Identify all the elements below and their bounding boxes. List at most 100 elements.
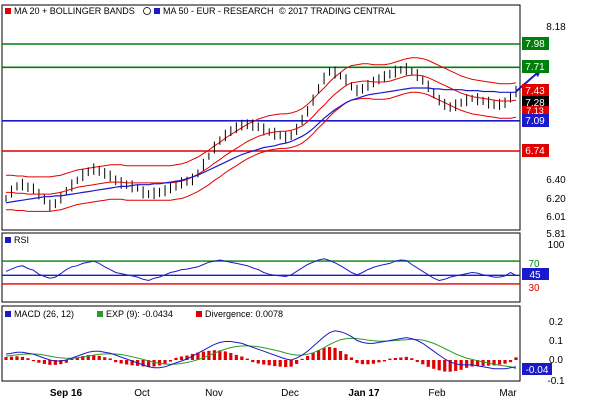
badge-7-13 [522, 106, 549, 115]
x-tick-label: Feb [428, 388, 446, 399]
divergence-bar [333, 347, 337, 360]
x-tick-label: Mar [499, 388, 517, 399]
divergence-bar [97, 355, 101, 360]
badge-7-71-label: 7.71 [525, 62, 545, 73]
divergence-bar [256, 360, 260, 364]
x-tick-label: Jan 17 [348, 388, 380, 399]
divergence-bar [344, 354, 348, 360]
divergence-bar [300, 358, 304, 360]
divergence-bar [92, 355, 96, 360]
ma20-legend-label: MA 20 + BOLLINGER BANDS [14, 6, 135, 16]
divergence-bar [53, 360, 57, 365]
macd-badge [522, 363, 552, 375]
x-tick-label: Oct [134, 388, 150, 399]
divergence-bar [229, 352, 233, 360]
divergence-bar [59, 360, 63, 365]
divergence-bar [399, 357, 403, 360]
divergence-bar [273, 360, 277, 367]
divergence-bar [245, 358, 249, 360]
divergence-bar [443, 360, 447, 372]
ma50-legend-swatch [154, 8, 160, 14]
bollinger-lower-band [6, 91, 517, 212]
divergence-bar [454, 360, 458, 371]
divergence-bar [103, 357, 107, 360]
divergence-bar [284, 360, 288, 368]
price-tick: 6.01 [546, 212, 566, 223]
divergence-bar [240, 356, 244, 360]
divergence-bar [421, 360, 425, 365]
price-level-lines [2, 43, 520, 152]
exp-line [5, 337, 517, 369]
divergence-bar [190, 353, 195, 360]
x-tick-label: Sep 16 [50, 388, 83, 399]
badge-7-13-label: 7.13 [526, 106, 544, 116]
divergence-bar [37, 360, 41, 363]
rsi-legend-label: RSI [14, 235, 29, 245]
divergence-bar [476, 360, 480, 367]
exp-legend-swatch [97, 311, 103, 317]
rsi-legend-swatch [5, 237, 11, 243]
ma20-legend-swatch [5, 8, 11, 14]
divergence-bar [448, 360, 452, 372]
macd-badge-label: -0.04 [526, 365, 549, 376]
badge-7-98 [522, 37, 549, 50]
bollinger-bands [6, 57, 517, 212]
divergence-bar [503, 360, 507, 364]
divergence-bar [218, 350, 222, 360]
macd-tick: 0.0 [549, 355, 563, 366]
divergence-bar [338, 351, 343, 360]
divergence-bar [355, 360, 359, 363]
divergence-bar [141, 360, 145, 367]
divergence-bar [497, 360, 502, 365]
badge-7-09 [522, 114, 549, 127]
ma20-legend-dot-icon [143, 7, 151, 15]
rsi-badge [522, 268, 549, 280]
badge-6-74 [522, 144, 549, 157]
macd-axis: 0.2 0.1 0.0 -0.04 -0.1 [522, 317, 565, 387]
divergence-bar [508, 360, 513, 363]
badge-7-43-label: 7.43 [525, 86, 545, 97]
divergence-bar [234, 354, 238, 360]
divergence-bar [426, 360, 430, 367]
divergence-bar [262, 360, 266, 365]
divergence-bar [75, 357, 79, 360]
divergence-bar [185, 355, 189, 360]
macd-tick: -0.1 [547, 376, 565, 387]
divergence-bar [251, 360, 255, 363]
forecast-arrow-shaft [515, 72, 538, 93]
rsi-line [5, 258, 517, 282]
divergence-bar [168, 360, 173, 362]
divergence-bar [64, 360, 68, 363]
divergence-bar [316, 350, 321, 360]
divergence-bar [125, 360, 129, 365]
divergence-bar [371, 360, 376, 364]
price-tick: 6.40 [546, 175, 566, 186]
divergence-bar [404, 356, 408, 360]
divergence-bar [130, 360, 134, 366]
rsi-tick: 100 [548, 240, 565, 251]
divergence-bar [212, 350, 216, 360]
divergence-bar [4, 357, 8, 360]
divergence-bar [278, 360, 282, 367]
divergence-bar [289, 360, 293, 367]
price-legend: MA 20 + BOLLINGER BANDS MA 50 - EUR - RE… [5, 6, 396, 16]
divergence-bar [174, 357, 178, 360]
macd-tick: 0.2 [549, 317, 563, 328]
ma20-line [6, 74, 517, 195]
macd-lines [5, 330, 517, 370]
divergence-bar [108, 358, 112, 360]
divergence-bar [349, 357, 354, 360]
badge-7-98-label: 7.98 [525, 39, 545, 50]
badge-7-71 [522, 60, 549, 73]
divergence-bar [481, 360, 485, 366]
divergence-bar [470, 360, 474, 367]
divergence-bar [31, 360, 36, 362]
macd-line [5, 330, 517, 370]
divergence-bar [267, 360, 271, 366]
divergence-bar [70, 358, 74, 360]
price-bars [5, 62, 517, 212]
price-axis: 8.18 6.40 6.20 6.01 5.81 [546, 22, 566, 240]
divergence-histogram [4, 347, 518, 372]
divergence-bar [196, 352, 200, 360]
